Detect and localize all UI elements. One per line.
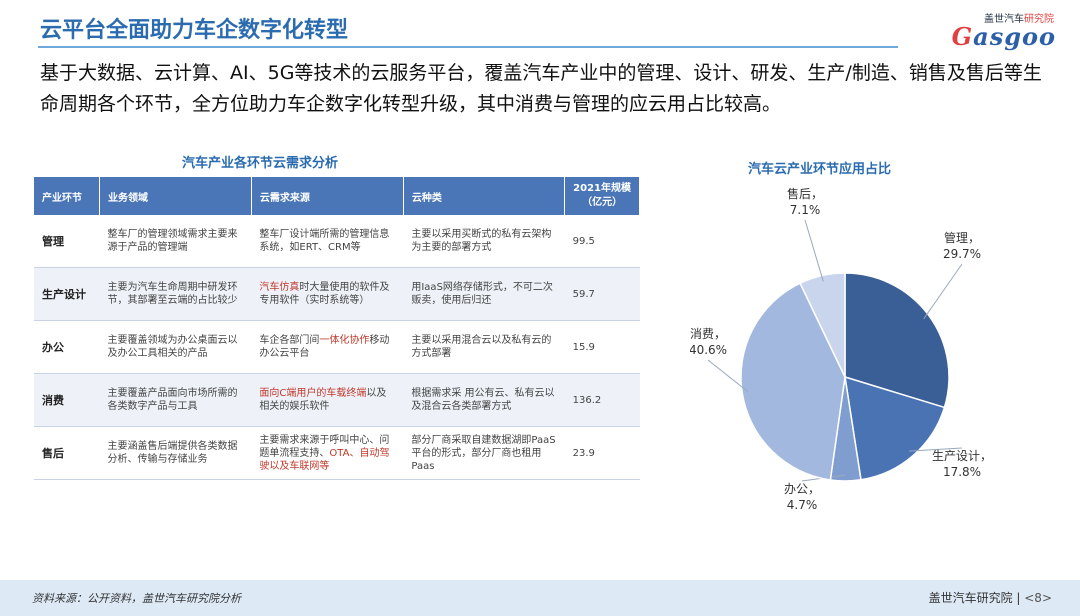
cell-segment: 办公 — [34, 320, 100, 374]
pie-leader-line — [707, 359, 749, 393]
intro-paragraph: 基于大数据、云计算、AI、5G等技术的云服务平台，覆盖汽车产业中的管理、设计、研… — [40, 62, 1042, 115]
cell-segment: 消费 — [34, 373, 100, 427]
header-scale-line: 2021年规模 — [573, 183, 631, 194]
cell-source: 汽车仿真时大量使用的软件及专用软件（实时系统等） — [251, 267, 404, 321]
source-highlight: 一体化协作 — [319, 335, 370, 346]
pie-label: 售后， — [787, 186, 823, 201]
brand-name: 盖世汽车研究院 — [928, 591, 1013, 605]
pie-value-label: 4.7% — [787, 498, 818, 512]
cell-scale: 136.2 — [564, 373, 640, 427]
header-scale-line: （亿元） — [582, 197, 623, 208]
pie-chart: 管理， 29.7% 生产设计， 17.8% 办公， 4.7% 消费， 40.6% 售后， 7.1% — [690, 186, 992, 512]
table-title: 汽车产业各环节云需求分析 — [182, 156, 339, 171]
footer-bar — [0, 580, 1080, 616]
cell-business: 主要涵盖售后端提供各类数据分析、传输与存储业务 — [99, 426, 252, 480]
cell-segment: 生产设计 — [34, 267, 100, 321]
logo-caption: 盖世汽车研究院 — [984, 10, 1054, 25]
footer-brand: 盖世汽车研究院 | <8> — [928, 591, 1052, 605]
cell-source: 整车厂设计端所需的管理信息系统，如ERT、CRM等 — [251, 215, 404, 268]
source-highlight: OTA、自动驾驶以及车联网等 — [259, 447, 390, 472]
logo-caption-text: 盖世汽车 — [984, 14, 1024, 25]
cell-type: 主要以采用混合云以及私有云的方式部署 — [403, 320, 565, 374]
table-row: 办公 主要覆盖领域为办公桌面云以及办公工具相关的产品 车企各部门间一体化协作移动… — [34, 320, 640, 374]
pie-leader-line — [804, 219, 824, 282]
cell-source: 面向C端用户的车载终端以及相关的娱乐软件 — [251, 373, 404, 427]
source-text: 以及相关的娱乐软件 — [259, 388, 387, 412]
pie-slice-1 — [844, 272, 950, 409]
header-segment: 产业环节 — [34, 177, 100, 215]
table-row: 生产设计 主要为汽车生命周期中研发环节，其部署至云端的占比较少 汽车仿真时大量使… — [34, 267, 640, 321]
pie-chart-title: 汽车云产业环节应用占比 — [748, 162, 892, 177]
source-text: 移动办公云平台 — [259, 335, 390, 359]
pie-value-label: 29.7% — [943, 247, 981, 261]
gasgoo-logo: 盖世汽车研究院 Gasgoo — [908, 8, 1058, 51]
cell-source: 车企各部门间一体化协作移动办公云平台 — [251, 320, 404, 374]
cloud-demand-table: 产业环节 业务领域 云需求来源 云种类 2021年规模 （亿元） 管理 整车厂的管… — [34, 177, 640, 480]
logo-rest-letters: asgoo — [973, 22, 1056, 51]
cell-scale: 99.5 — [564, 215, 640, 268]
cell-business: 主要为汽车生命周期中研发环节，其部署至云端的占比较少 — [99, 267, 252, 321]
table-header-row: 产业环节 业务领域 云需求来源 云种类 2021年规模 （亿元） — [34, 177, 640, 215]
header-business: 业务领域 — [99, 177, 252, 215]
source-text: 整车厂设计端所需的管理信息系统，如ERT、CRM等 — [259, 229, 390, 253]
source-text: 车企各部门间 — [259, 335, 320, 346]
cell-segment: 管理 — [34, 215, 100, 268]
pie-label: 办公， — [784, 481, 820, 496]
pie-slice-4 — [740, 282, 846, 481]
cell-type: 主要以采用买断式的私有云架构为主要的部署方式 — [403, 215, 565, 268]
header-source: 云需求来源 — [251, 177, 404, 215]
pie-label: 管理， — [944, 230, 980, 245]
source-highlight: 面向C端用户的车载终端 — [259, 388, 367, 399]
page-number: <8> — [1024, 591, 1052, 605]
cell-source: 主要需求来源于呼叫中心、问题单流程支持、OTA、自动驾驶以及车联网等 — [251, 426, 404, 480]
cell-business: 主要覆盖领域为办公桌面云以及办公工具相关的产品 — [99, 320, 252, 374]
cell-type: 用IaaS网络存储形式，不可二次贩卖，使用后归还 — [403, 267, 565, 321]
pie-value-label: 17.8% — [943, 465, 981, 479]
logo-caption-accent: 研究院 — [1024, 14, 1054, 25]
cell-scale: 59.7 — [564, 267, 640, 321]
cell-type: 根据需求采 用公有云、私有云以及混合云各类部署方式 — [403, 373, 565, 427]
table-row: 售后 主要涵盖售后端提供各类数据分析、传输与存储业务 主要需求来源于呼叫中心、问… — [34, 426, 640, 480]
pie-leader-line — [923, 263, 963, 320]
pie-value-label: 40.6% — [690, 343, 727, 357]
cell-business: 主要覆盖产品面向市场所需的各类数字产品与工具 — [99, 373, 252, 427]
source-note: 资料来源：公开资料，盖世汽车研究院分析 — [32, 592, 241, 605]
pie-value-label: 7.1% — [790, 203, 821, 217]
cell-scale: 15.9 — [564, 320, 640, 374]
pie-leader-line — [909, 447, 963, 452]
logo-wordmark: Gasgoo — [952, 22, 1056, 51]
header-scale: 2021年规模 （亿元） — [564, 177, 640, 215]
source-highlight: 汽车仿真 — [259, 282, 300, 293]
cell-scale: 23.9 — [564, 426, 640, 480]
cell-business: 整车厂的管理领域需求主要来源于产品的管理端 — [99, 215, 252, 268]
cell-type: 部分厂商采取自建数据湖即PaaS平台的形式，部分厂商也租用Paas — [403, 426, 565, 480]
table-row: 管理 整车厂的管理领域需求主要来源于产品的管理端 整车厂设计端所需的管理信息系统… — [34, 215, 640, 268]
pie-slice-2 — [844, 375, 946, 481]
source-text: 主要需求来源于呼叫中心、问题单流程支持、 — [259, 434, 390, 459]
table-row: 消费 主要覆盖产品面向市场所需的各类数字产品与工具 面向C端用户的车载终端以及相… — [34, 373, 640, 427]
logo-first-letter: G — [951, 22, 974, 51]
pie-label: 生产设计， — [932, 449, 992, 463]
cell-segment: 售后 — [34, 426, 100, 480]
pie-label: 消费， — [690, 327, 726, 341]
source-text: 时大量使用的软件及专用软件（实时系统等） — [259, 282, 390, 306]
title-underline — [38, 46, 898, 48]
header-type: 云种类 — [403, 177, 566, 215]
page-title: 云平台全面助力车企数字化转型 — [40, 18, 349, 43]
